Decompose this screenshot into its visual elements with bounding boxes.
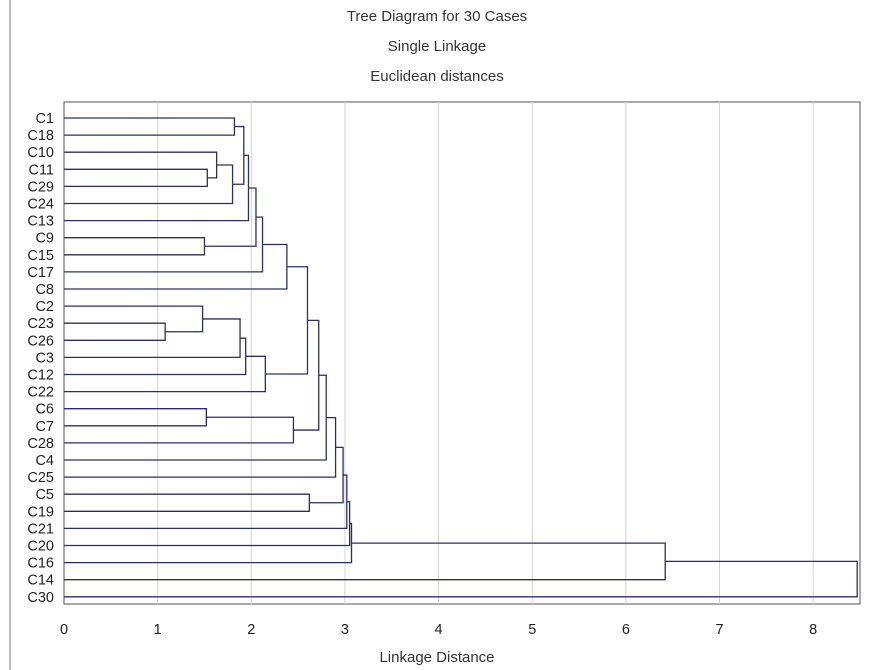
merge-link [64, 522, 353, 564]
x-tick-label: 2 [247, 622, 255, 638]
merge-link [64, 501, 351, 547]
leaf-label: C7 [35, 419, 54, 435]
gridlines [157, 102, 814, 604]
x-tick-label: 6 [622, 622, 630, 638]
x-tick-label: 3 [341, 622, 349, 638]
merge-link [64, 408, 207, 427]
chart-subtitle-linkage: Single Linkage [387, 38, 487, 55]
merge-link [204, 187, 257, 247]
x-tick-label: 0 [60, 622, 68, 638]
leaf-label: C17 [27, 265, 54, 281]
leaf-label: C3 [35, 350, 54, 366]
merge-link [64, 305, 204, 333]
merge-link [64, 322, 166, 341]
dendrogram-links [64, 117, 858, 598]
x-tick-label: 7 [715, 622, 723, 638]
merge-link [64, 542, 666, 581]
x-tick-label: 1 [154, 622, 162, 638]
leaf-label: C15 [27, 248, 54, 264]
merge-link [64, 493, 311, 512]
merge-link [64, 560, 858, 598]
x-axis-label: Linkage Distance [379, 649, 495, 666]
x-tick-label: 5 [528, 622, 536, 638]
leaf-label: C26 [27, 333, 54, 349]
leaf-label: C25 [27, 470, 54, 486]
leaf-label: C2 [35, 299, 54, 315]
leaf-label: C20 [27, 539, 54, 555]
merge-link [64, 474, 348, 530]
leaf-label: C14 [27, 573, 54, 589]
merge-link [265, 266, 309, 375]
leaf-label: C11 [28, 162, 54, 178]
leaf-label: C8 [35, 282, 54, 298]
merge-link [64, 337, 247, 376]
merge-link [64, 151, 218, 179]
leaf-label: C16 [27, 556, 54, 572]
merge-link [64, 416, 337, 478]
leaf-labels: C1C18C10C11C29C24C13C9C15C17C8C2C23C26C3… [27, 111, 54, 606]
chart-title: Tree Diagram for 30 Cases [346, 8, 528, 25]
merge-link [64, 168, 208, 188]
merge-link [64, 117, 236, 136]
leaf-label: C28 [27, 436, 54, 452]
merge-link [309, 446, 344, 504]
leaf-label: C4 [35, 453, 54, 469]
leaf-label: C1 [35, 111, 54, 127]
merge-link [64, 318, 241, 359]
merge-link [64, 416, 295, 444]
chart-subtitle-distance: Euclidean distances [370, 68, 504, 85]
leaf-label: C5 [35, 487, 54, 503]
x-tick-label: 4 [435, 622, 443, 638]
merge-link [64, 355, 266, 393]
merge-link [64, 216, 264, 273]
leaf-label: C24 [27, 197, 54, 213]
leaf-label: C9 [35, 231, 54, 247]
plot-area [63, 101, 861, 605]
leaf-label: C18 [27, 128, 54, 144]
leaf-label: C10 [27, 145, 54, 161]
leaf-label: C23 [27, 316, 54, 332]
x-axis-ticks: 0 1 2 3 4 5 6 7 8 [60, 622, 817, 638]
leaf-label: C21 [27, 521, 54, 537]
merge-link [293, 319, 320, 431]
merge-link [232, 125, 245, 185]
x-tick-label: 8 [809, 622, 817, 638]
merge-link [64, 243, 288, 290]
leaf-label: C29 [27, 179, 54, 195]
leaf-label: C22 [27, 385, 54, 401]
leaf-label: C13 [27, 214, 54, 230]
leaf-label: C12 [27, 368, 54, 384]
left-frame-border [9, 0, 11, 670]
merge-link [64, 237, 206, 256]
leaf-label: C19 [27, 504, 54, 520]
leaf-label: C30 [27, 590, 54, 606]
leaf-label: C6 [35, 402, 54, 418]
